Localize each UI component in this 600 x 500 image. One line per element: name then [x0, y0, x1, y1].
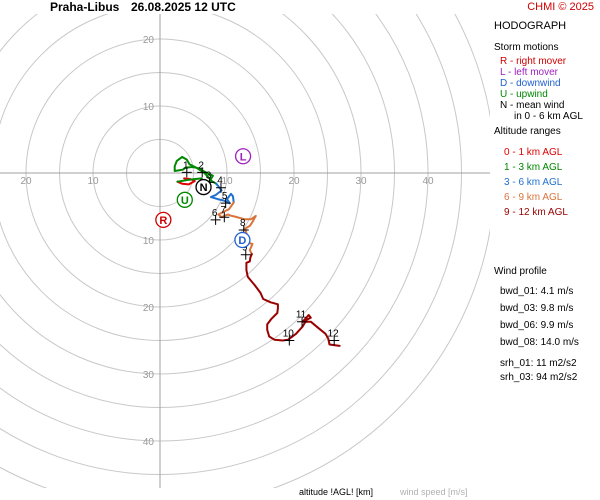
altitude-marker-label: 9 — [242, 243, 248, 254]
storm-motion-circle — [234, 231, 251, 249]
y-tick-label: 30 — [143, 370, 155, 381]
legend-alt-9-12: 9 - 12 km AGL — [504, 207, 568, 218]
altitude-axis-note: altitude !AGL! [km] — [299, 487, 374, 497]
altitude-ranges-title: Altitude ranges — [494, 126, 561, 137]
storm-motions-title: Storm motions — [494, 42, 559, 53]
altitude-marker — [181, 167, 192, 178]
storm-motion-label: D — [238, 235, 246, 247]
srh-01-value: srh_01: 11 m2/s2 — [500, 358, 577, 369]
altitude-marker — [240, 249, 251, 260]
altitude-ranges-legend: Altitude ranges 0 - 1 km AGL 1 - 3 km AG… — [494, 126, 568, 220]
legend-upwind: U - upwind — [500, 89, 548, 100]
altitude-marker — [329, 335, 340, 346]
legend-alt-6-9: 6 - 9 km AGL — [504, 192, 563, 203]
altitude-marker — [210, 214, 221, 225]
bwd-01-value: bwd_01: 4.1 m/s — [500, 286, 574, 297]
x-tick-label: 10 — [87, 176, 99, 187]
altitude-marker-label: 5 — [222, 191, 228, 202]
storm-motion-circle — [195, 178, 212, 196]
storm-motion-label: L — [240, 151, 247, 163]
x-tick-label: 20 — [288, 176, 300, 187]
sounding-datetime: 26.08.2025 12 UTC — [131, 0, 236, 14]
y-tick-label: 40 — [143, 437, 155, 448]
storm-motion-label: R — [159, 215, 167, 227]
legend-mean-wind: N - mean wind — [500, 100, 565, 111]
range-ring — [0, 14, 429, 442]
x-tick-label: 10 — [221, 176, 233, 187]
srh-03-value: srh_03: 94 m2/s2 — [500, 372, 578, 383]
hodograph-trace — [173, 155, 341, 347]
altitude-marker — [197, 167, 208, 178]
wind-profile-panel: Wind profile bwd_01: 4.1 m/s bwd_03: 9.8… — [494, 266, 579, 385]
storm-motion-circle — [234, 148, 252, 165]
y-tick-label: 20 — [143, 303, 155, 314]
altitude-marker-label: 12 — [328, 329, 340, 340]
axis-tick-labels: 20 10 10 20 30 40 20 10 10 20 30 40 — [20, 35, 434, 448]
y-tick-label: 10 — [143, 236, 155, 247]
x-tick-label: 20 — [20, 176, 32, 187]
altitude-marker-label: 4 — [217, 176, 223, 187]
altitude-marker — [215, 182, 226, 193]
altitude-marker-label: 2 — [198, 160, 204, 171]
altitude-marker — [219, 212, 230, 223]
copyright-label: CHMI © 2025 — [527, 1, 594, 13]
storm-motions-legend: Storm motions R - right mover L - left m… — [494, 42, 583, 122]
legend-mean-wind-note: in 0 - 6 km AGL — [514, 111, 583, 122]
panel-title: HODOGRAPH — [494, 20, 567, 32]
x-tick-label: 40 — [422, 176, 434, 187]
altitude-marker-label: 8 — [240, 218, 246, 229]
storm-motion-label: U — [181, 195, 189, 207]
range-ring — [0, 14, 462, 475]
altitude-marker-label: 3 — [206, 170, 212, 181]
altitude-marker-label: 10 — [283, 329, 295, 340]
wind-profile-title: Wind profile — [494, 266, 547, 277]
legend-alt-3-6: 3 - 6 km AGL — [504, 177, 563, 188]
legend-right-mover: R - right mover — [500, 56, 567, 67]
altitude-marker — [220, 198, 231, 209]
y-tick-label: 20 — [143, 35, 155, 46]
legend-alt-0-1: 0 - 1 km AGL — [504, 147, 563, 158]
bwd-03-value: bwd_03: 9.8 m/s — [500, 303, 574, 314]
legend-downwind: D - downwind — [500, 78, 561, 89]
altitude-marker-label: 11 — [296, 310, 307, 321]
y-tick-label: 10 — [143, 102, 155, 113]
storm-motion-circle — [155, 211, 172, 229]
station-name: Praha-Libus — [50, 0, 120, 14]
altitude-marker-label: 1 — [183, 160, 189, 171]
x-tick-label: 30 — [355, 176, 367, 187]
storm-motion-label: N — [200, 182, 208, 194]
altitude-marker — [284, 335, 295, 346]
bwd-08-value: bwd_08: 14.0 m/s — [500, 337, 579, 348]
trace-segment — [245, 253, 341, 347]
wind-speed-note: wind speed [m/s] — [400, 487, 468, 497]
legend-alt-1-3: 1 - 3 km AGL — [504, 162, 563, 173]
axes — [0, 14, 490, 488]
storm-motion-circle — [176, 191, 193, 208]
altitude-marker — [297, 316, 308, 327]
bwd-06-value: bwd_06: 9.9 m/s — [500, 320, 574, 331]
altitude-marker-label: 7 — [221, 205, 227, 216]
altitude-marker-label: 6 — [212, 208, 218, 219]
storm-motion-markers: R L D UN — [155, 148, 252, 249]
legend-left-mover: L - left mover — [500, 67, 558, 78]
